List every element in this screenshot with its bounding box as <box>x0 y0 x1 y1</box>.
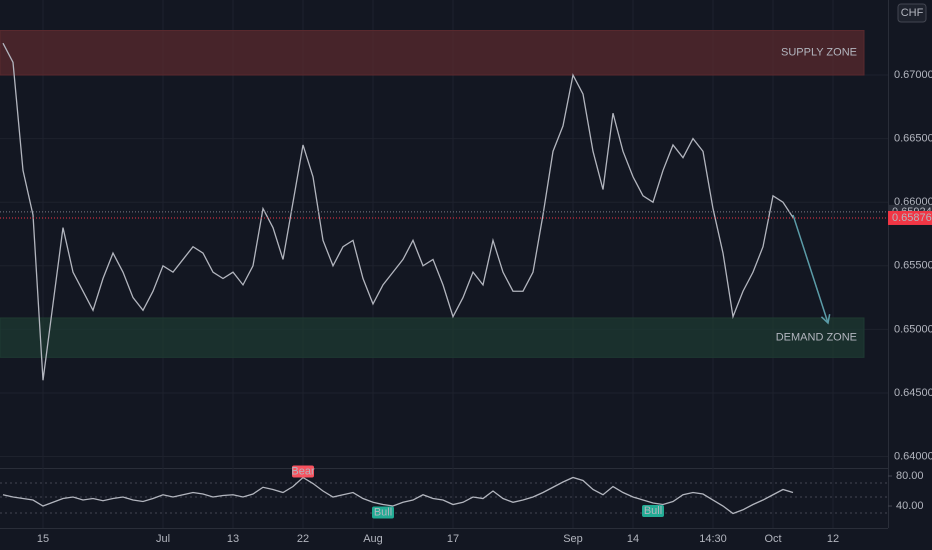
price-line <box>2 42 794 381</box>
arrow-head <box>820 314 831 325</box>
x-tick-label: Aug <box>363 533 383 545</box>
x-tick-label: 14:30 <box>699 533 727 545</box>
currency: CHF <box>901 7 924 19</box>
oscillator-line <box>2 476 794 515</box>
x-tick-label: 15 <box>37 533 49 545</box>
osc-tick-label: 80.00 <box>896 470 924 482</box>
price-badge <box>888 210 932 225</box>
x-tick-label: 22 <box>297 533 309 545</box>
projection-arrow <box>792 214 829 324</box>
signal-label: Bear <box>291 465 315 477</box>
x-tick-label: Jul <box>156 533 170 545</box>
x-tick-label: Sep <box>563 533 583 545</box>
x-tick-label: 17 <box>447 533 459 545</box>
osc-tick-label: 40.00 <box>896 500 924 512</box>
signal-badge <box>292 465 314 478</box>
x-tick-label: 14 <box>627 533 639 545</box>
y-tick-label: 0.64000 <box>894 450 932 462</box>
zone <box>0 30 865 76</box>
zone <box>0 317 865 358</box>
y-tick-label: 0.65000 <box>894 323 932 335</box>
y-tick-label: 0.66500 <box>894 133 932 145</box>
signal-badge <box>372 506 394 519</box>
y-tick-label: 0.64500 <box>894 387 932 399</box>
x-tick-label: 12 <box>827 533 839 545</box>
x-tick-label: Oct <box>764 533 781 545</box>
y-tick-label: 0.65500 <box>894 260 932 272</box>
signal-badge <box>642 505 664 518</box>
currency-badge[interactable] <box>897 3 927 23</box>
y-tick-label: 0.67000 <box>894 69 932 81</box>
zone-label: DEMAND ZONE <box>776 332 857 344</box>
zone-label: SUPPLY ZONE <box>781 47 857 59</box>
signal-label: Bull <box>644 505 662 517</box>
x-tick-label: 13 <box>227 533 239 545</box>
signal-label: Bull <box>374 506 392 518</box>
price-label: 0.65876 <box>892 212 932 224</box>
